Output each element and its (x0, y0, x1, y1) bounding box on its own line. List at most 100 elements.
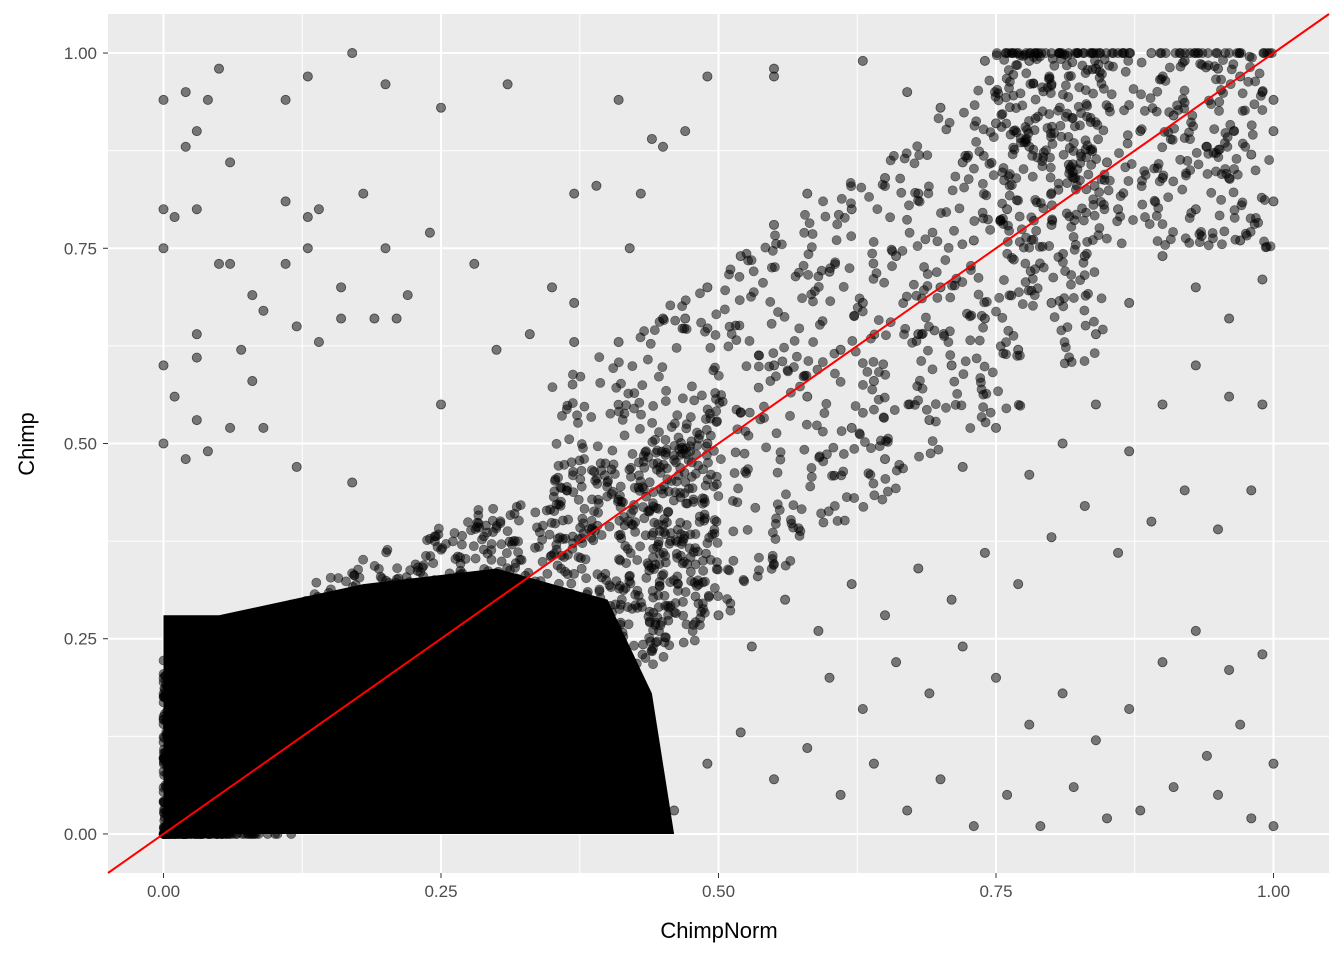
data-point (1011, 127, 1022, 138)
data-point (790, 271, 801, 282)
data-point (689, 635, 700, 646)
data-point (623, 388, 634, 399)
data-point (347, 48, 358, 59)
data-point (899, 329, 909, 340)
data-point (824, 672, 835, 683)
data-point (1136, 124, 1147, 135)
data-point (680, 126, 691, 137)
data-point (576, 465, 587, 476)
data-point (1085, 145, 1096, 155)
data-point (779, 342, 789, 353)
y-axis-title: Chimp (14, 412, 39, 476)
data-point (463, 517, 473, 528)
data-point (1186, 207, 1197, 218)
data-point (1072, 48, 1083, 58)
data-point (873, 315, 884, 325)
data-point (678, 637, 689, 648)
data-point (634, 457, 644, 468)
data-point (1157, 251, 1168, 262)
data-point (470, 553, 481, 564)
data-point (976, 310, 987, 321)
data-point (831, 235, 842, 246)
data-point (904, 227, 915, 238)
data-point (600, 458, 611, 469)
data-point (560, 566, 570, 577)
data-point (1067, 113, 1077, 123)
data-point (987, 367, 998, 378)
data-point (804, 218, 815, 229)
data-point (1237, 106, 1248, 116)
data-point (1015, 400, 1026, 411)
data-point (984, 75, 995, 86)
data-point (648, 498, 658, 509)
data-point (1089, 267, 1100, 278)
data-point (1157, 657, 1168, 668)
data-point (912, 141, 923, 152)
data-point (701, 414, 711, 424)
data-point (551, 539, 562, 550)
data-point (1164, 107, 1175, 118)
data-point (1144, 219, 1155, 229)
data-point (613, 336, 624, 347)
data-point (573, 494, 584, 505)
data-point (1058, 149, 1069, 160)
data-point (1057, 688, 1068, 699)
data-point (855, 429, 865, 440)
data-point (1195, 58, 1206, 69)
data-point (868, 273, 879, 284)
data-point (1031, 197, 1042, 208)
data-point (1058, 248, 1069, 259)
data-point (1013, 195, 1023, 206)
data-point (1117, 48, 1128, 58)
data-point (769, 71, 780, 82)
data-point (1009, 144, 1020, 155)
data-point (225, 422, 236, 433)
data-point (971, 353, 982, 364)
data-point (236, 344, 247, 355)
data-point (741, 361, 752, 372)
data-point (681, 423, 692, 434)
data-point (978, 150, 989, 161)
data-point (1079, 270, 1090, 281)
data-point (580, 554, 591, 565)
data-point (713, 491, 724, 502)
data-point (542, 568, 553, 579)
data-point (1090, 329, 1101, 340)
data-point (746, 641, 757, 652)
data-point (671, 342, 682, 353)
data-point (1229, 164, 1240, 174)
data-point (988, 170, 999, 181)
data-point (978, 124, 989, 135)
data-point (923, 181, 934, 192)
data-point (803, 269, 814, 280)
data-point (1250, 76, 1261, 87)
data-point (806, 471, 817, 482)
data-point (687, 626, 698, 636)
data-point (1116, 238, 1127, 249)
data-point (1211, 48, 1221, 58)
data-point (594, 352, 605, 363)
data-point (997, 198, 1008, 209)
data-point (513, 547, 523, 558)
data-point (1061, 208, 1072, 219)
data-point (835, 376, 846, 387)
data-point (1032, 152, 1043, 163)
data-point (1064, 352, 1075, 363)
data-point (1219, 226, 1230, 237)
data-point (505, 510, 516, 521)
data-point (1257, 649, 1268, 660)
data-point (783, 366, 793, 377)
x-tick-label: 0.75 (979, 882, 1012, 901)
data-point (698, 565, 709, 576)
data-point (302, 71, 313, 82)
data-point (882, 486, 893, 497)
data-point (1120, 162, 1131, 173)
data-point (191, 204, 202, 215)
data-point (1080, 85, 1091, 96)
data-point (708, 365, 719, 376)
data-point (1078, 215, 1089, 226)
data-point (949, 225, 959, 236)
data-point (867, 384, 878, 395)
data-point (1254, 68, 1265, 79)
data-point (685, 529, 696, 540)
